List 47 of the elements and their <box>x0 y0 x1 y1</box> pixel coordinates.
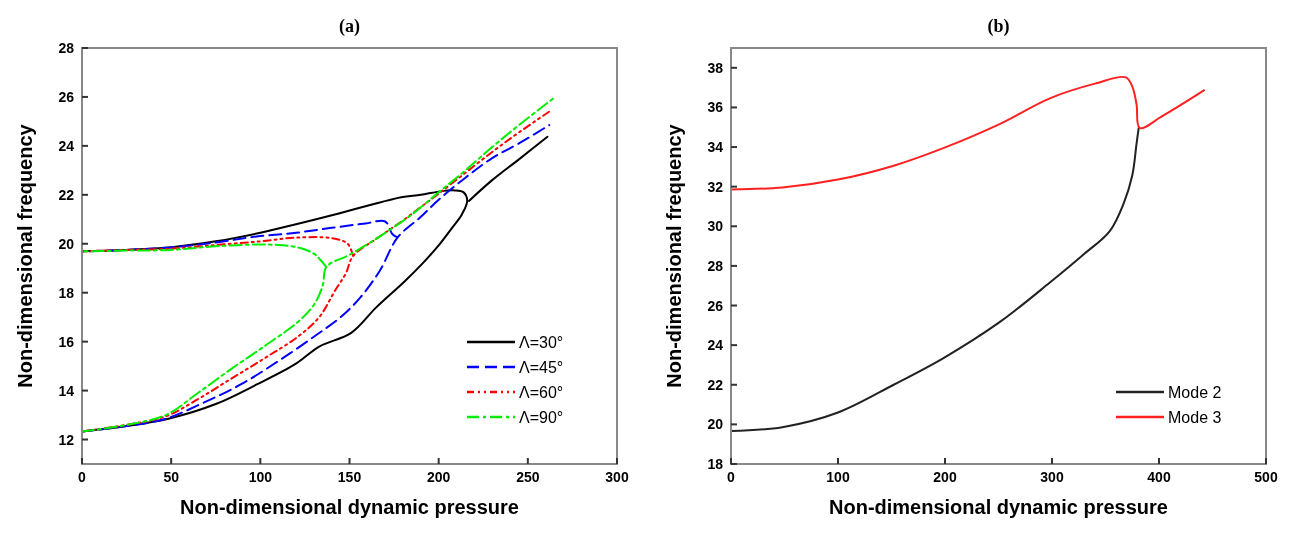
legend-label: Λ=60° <box>519 384 564 401</box>
y-tick-label: 20 <box>58 235 75 252</box>
y-tick-label: 34 <box>707 139 724 156</box>
y-tick-label: 14 <box>58 382 75 399</box>
x-tick-label: 150 <box>337 469 362 485</box>
x-tick-label: 0 <box>727 469 736 485</box>
x-axis-title: Non-dimensional dynamic pressure <box>180 496 519 518</box>
x-tick-label: 200 <box>933 469 957 485</box>
legend-label: Mode 2 <box>1168 384 1222 401</box>
y-axis-title: Non-dimensional frequency <box>663 123 685 388</box>
y-tick-label: 12 <box>58 431 75 448</box>
y-tick-label: 30 <box>707 218 724 235</box>
x-tick-label: 100 <box>248 469 273 485</box>
y-tick-label: 26 <box>707 297 724 314</box>
y-tick-label: 18 <box>58 284 75 301</box>
x-tick-label: 300 <box>1040 469 1064 485</box>
x-tick-label: 400 <box>1147 469 1171 485</box>
x-tick-label: 50 <box>163 469 180 485</box>
line-series <box>730 127 1140 433</box>
legend-label: Λ=90° <box>519 409 564 426</box>
chart-title: (a) <box>339 16 360 37</box>
y-tick-label: 38 <box>707 59 724 76</box>
y-tick-label: 16 <box>58 333 75 350</box>
y-tick-label: 24 <box>58 137 75 154</box>
x-tick-label: 250 <box>516 469 540 485</box>
x-axis-title: Non-dimensional dynamic pressure <box>829 496 1168 518</box>
y-tick-label: 36 <box>707 99 724 116</box>
y-tick-label: 20 <box>707 416 724 433</box>
legend-label: Mode 3 <box>1168 409 1222 426</box>
y-tick-label: 32 <box>707 178 724 195</box>
x-tick-label: 200 <box>426 469 451 485</box>
legend-label: Λ=30° <box>519 334 564 351</box>
x-tick-label: 300 <box>605 469 629 485</box>
y-tick-label: 22 <box>707 376 724 393</box>
chart-title: (b) <box>987 16 1010 37</box>
y-tick-label: 28 <box>58 40 75 56</box>
y-axis-title: Non-dimensional frequency <box>14 123 36 388</box>
line-series <box>730 75 1205 191</box>
x-tick-label: 100 <box>826 469 850 485</box>
y-tick-label: 28 <box>707 257 724 274</box>
y-tick-label: 24 <box>707 337 724 354</box>
y-tick-label: 26 <box>58 88 75 105</box>
legend-label: Λ=45° <box>519 359 564 376</box>
y-tick-label: 18 <box>707 456 724 472</box>
x-tick-label: 0 <box>78 469 87 485</box>
y-tick-label: 22 <box>58 186 75 203</box>
x-tick-label: 500 <box>1254 469 1278 485</box>
